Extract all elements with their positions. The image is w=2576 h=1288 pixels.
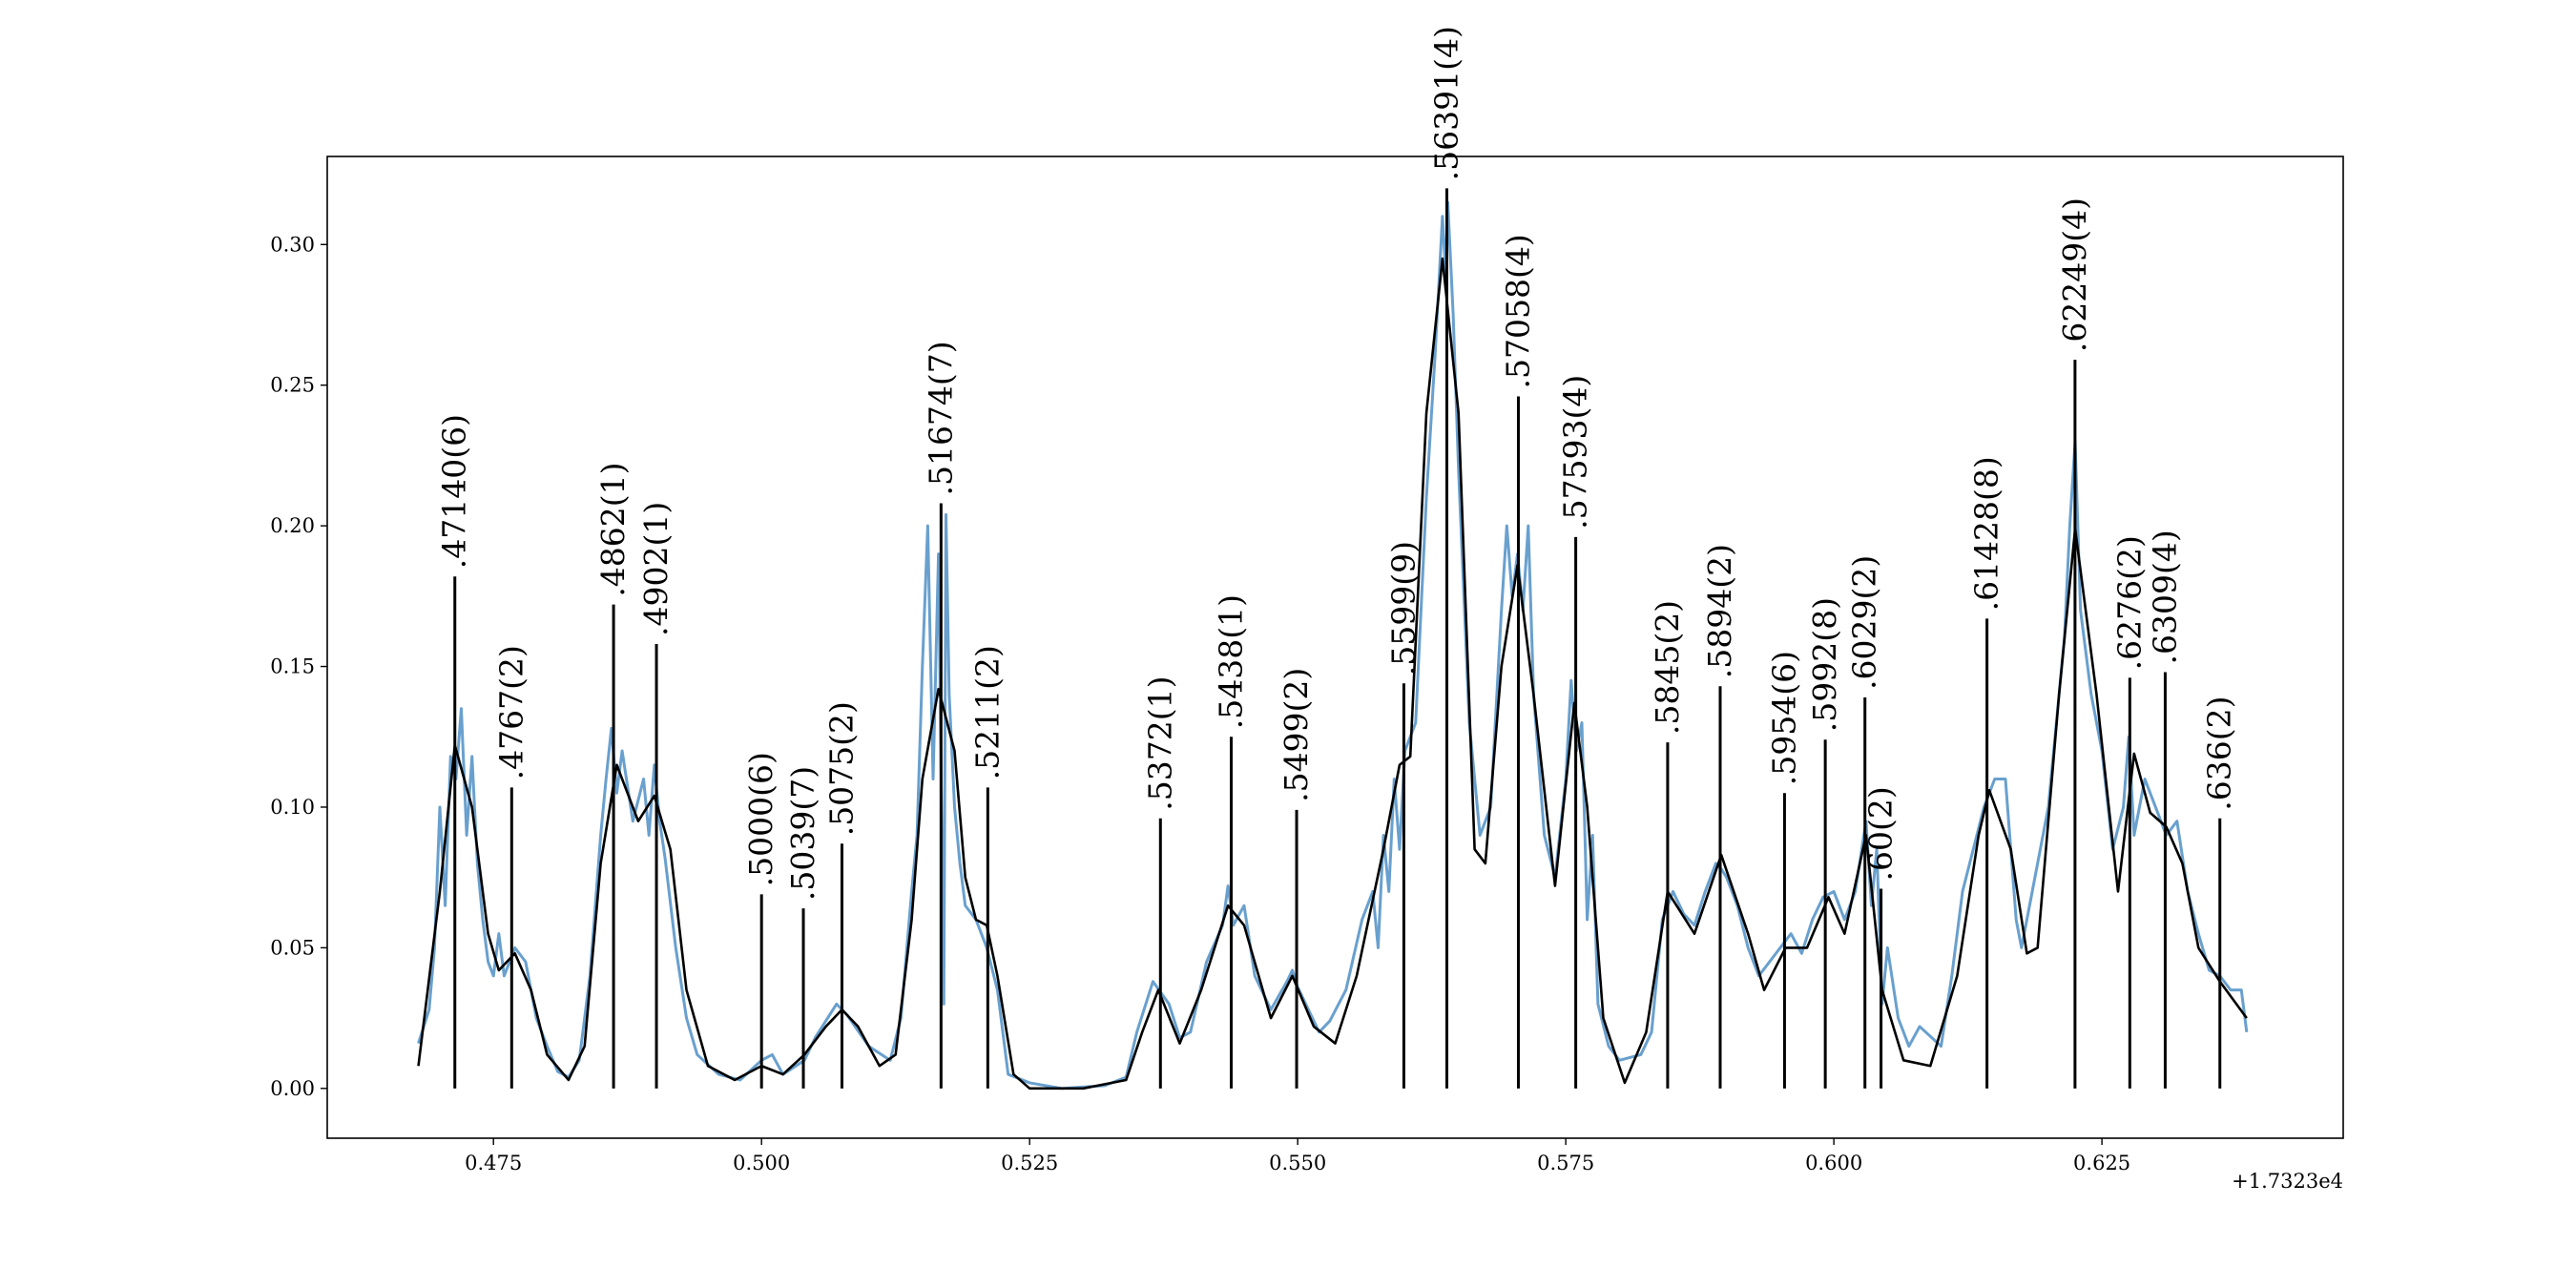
annotation-label: .5438(1) bbox=[1212, 594, 1249, 729]
annotation-label: .6309(4) bbox=[2146, 530, 2183, 664]
annotation-label: .6276(2) bbox=[2110, 535, 2148, 670]
annotation-label: .5992(8) bbox=[1806, 597, 1843, 732]
annotation-label: .5211(2) bbox=[968, 645, 1006, 779]
y-tick-label: 0.05 bbox=[270, 936, 315, 959]
y-tick-label: 0.30 bbox=[270, 233, 315, 256]
x-tick-label: 0.475 bbox=[465, 1152, 522, 1174]
annotation-label: .5039(7) bbox=[784, 766, 821, 901]
y-tick-label: 0.15 bbox=[270, 655, 315, 678]
annotation-label: .51674(7) bbox=[922, 341, 959, 495]
annotation-label: .636(2) bbox=[2201, 696, 2238, 811]
annotation-label: .5499(2) bbox=[1278, 668, 1315, 802]
annotation-label: .6029(2) bbox=[1846, 555, 1883, 690]
annotation-label: .57058(4) bbox=[1499, 234, 1536, 388]
annotation-label: .61428(8) bbox=[1968, 456, 2005, 611]
y-tick-label: 0.00 bbox=[270, 1077, 315, 1100]
x-tick-label: 0.625 bbox=[2073, 1152, 2130, 1174]
annotation-label: .5599(9) bbox=[1384, 541, 1422, 675]
annotation-label: .5075(2) bbox=[822, 701, 860, 836]
x-tick-label: 0.550 bbox=[1269, 1152, 1326, 1174]
y-tick-label: 0.25 bbox=[270, 374, 315, 397]
x-tick-label: 0.575 bbox=[1537, 1152, 1594, 1174]
annotation-label: .5372(1) bbox=[1141, 676, 1178, 811]
offset-label: +1.7323e4 bbox=[2232, 1170, 2343, 1193]
annotation-label: .5000(6) bbox=[742, 752, 779, 886]
axes-frame bbox=[326, 156, 2344, 1139]
x-tick-label: 0.500 bbox=[733, 1152, 790, 1174]
fit-line bbox=[417, 257, 2248, 1091]
annotation-label: .57593(4) bbox=[1557, 375, 1594, 530]
annotation-label: .4862(1) bbox=[594, 462, 632, 596]
annotation-label: .5894(2) bbox=[1701, 544, 1738, 678]
y-tick-label: 0.10 bbox=[270, 796, 315, 819]
x-tick-label: 0.600 bbox=[1805, 1152, 1862, 1174]
x-tick-label: 0.525 bbox=[1001, 1152, 1058, 1174]
plot-area bbox=[417, 200, 2249, 1091]
annotation-label: .5954(6) bbox=[1765, 651, 1802, 785]
annotation-label: .60(2) bbox=[1862, 786, 1900, 881]
annotation-label: .47140(6) bbox=[436, 414, 473, 569]
annotation-label: .62249(4) bbox=[2056, 197, 2093, 352]
y-tick-label: 0.20 bbox=[270, 514, 315, 537]
annotation-label: .4767(2) bbox=[492, 645, 530, 779]
annotation-label: .4902(1) bbox=[637, 502, 675, 636]
annotation-label: .56391(4) bbox=[1428, 26, 1465, 180]
annotation-label: .5845(2) bbox=[1649, 600, 1686, 735]
